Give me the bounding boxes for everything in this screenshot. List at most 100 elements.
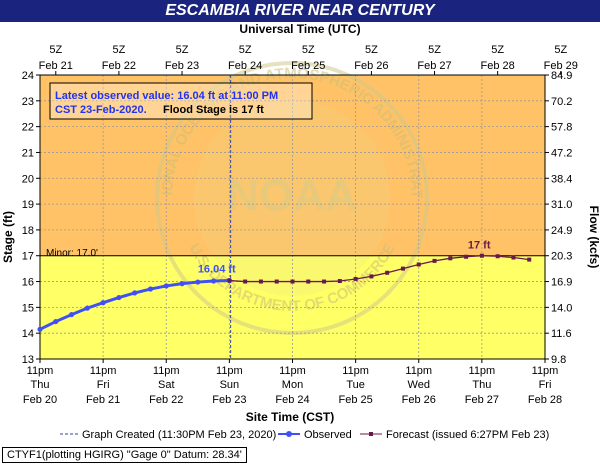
bottom-tick-label-day: Sun <box>220 379 240 391</box>
bottom-tick-label-date: Feb 20 <box>23 394 57 406</box>
gage-datum-footer: CTYF1(plotting HGIRG) "Gage 0" Datum: 28… <box>2 447 247 463</box>
bottom-tick-label-time: 11pm <box>469 365 496 377</box>
above-flood-band <box>40 75 545 256</box>
legend-forecast-marker <box>369 432 373 436</box>
bottom-tick-label-time: 11pm <box>532 365 559 377</box>
legend: Graph Created (11:30PM Feb 23, 2020) Obs… <box>60 429 549 441</box>
observed-point <box>179 281 185 287</box>
series <box>37 75 532 359</box>
bottom-tick-label-date: Feb 23 <box>212 394 246 406</box>
observed-point <box>195 279 201 285</box>
legend-created-label: Graph Created (11:30PM Feb 23, 2020) <box>82 429 276 441</box>
forecast-point <box>448 256 453 261</box>
forecast-point <box>385 270 390 275</box>
top-tick-label-time: 5Z <box>491 44 504 56</box>
forecast-series-line <box>229 255 530 283</box>
forecast-point <box>322 279 327 284</box>
observed-point <box>147 286 154 292</box>
bottom-axis-title: Site Time (CST) <box>246 410 334 424</box>
forecast-point <box>353 276 358 281</box>
observed-value-label: 16.04 ft <box>198 264 236 276</box>
bottom-tick-label-day: Fri <box>539 379 552 391</box>
legend-observed-label: Observed <box>304 429 352 441</box>
forecast-point <box>495 254 500 259</box>
top-tick-label-date: Feb 27 <box>417 60 451 72</box>
legend-observed-marker <box>286 431 292 437</box>
forecast-point <box>464 254 469 259</box>
top-tick-label-time: 5Z <box>112 44 125 56</box>
noaa-watermark-text: NOAA <box>227 171 357 220</box>
bottom-tick-label-day: Wed <box>408 379 430 391</box>
left-tick-label: 20 <box>22 173 34 185</box>
bottom-tick-label-date: Feb 26 <box>402 394 436 406</box>
right-tick-label: 70.2 <box>551 96 572 108</box>
observed-point <box>116 294 122 301</box>
grid-lines <box>40 75 545 359</box>
top-tick-label-date: Feb 22 <box>102 60 136 72</box>
right-tick-label: 47.2 <box>551 147 572 159</box>
right-tick-label: 57.8 <box>551 122 572 134</box>
bottom-tick-label-time: 11pm <box>153 365 180 377</box>
bottom-tick-label-date: Feb 24 <box>275 394 309 406</box>
observed-point <box>37 326 43 332</box>
top-tick-label-time: 5Z <box>302 44 315 56</box>
info-line-2-date: CST 23-Feb-2020. <box>55 104 147 116</box>
observed-point <box>53 318 59 325</box>
left-tick-label: 16 <box>22 277 34 289</box>
bottom-tick-label-time: 11pm <box>342 365 369 377</box>
observed-point <box>100 300 106 306</box>
hydrograph-chart: NOAA NATIONAL OCEANIC AND ATMOSPHERIC AD… <box>0 22 600 441</box>
right-tick-label: 9.8 <box>551 354 566 366</box>
forecast-point <box>432 258 437 263</box>
top-tick-label-time: 5Z <box>554 44 567 56</box>
right-tick-label: 84.9 <box>551 70 572 82</box>
bottom-tick-label-date: Feb 21 <box>86 394 120 406</box>
top-tick-label-time: 5Z <box>239 44 252 56</box>
top-tick-label-date: Feb 28 <box>481 60 515 72</box>
left-tick-label: 22 <box>22 122 34 134</box>
bottom-tick-label-time: 11pm <box>216 365 243 377</box>
forecast-point <box>400 266 405 271</box>
left-tick-label: 13 <box>22 354 34 366</box>
forecast-point <box>290 279 295 284</box>
observed-point <box>163 283 169 289</box>
bottom-tick-label-day: Thu <box>31 379 50 391</box>
top-tick-label-time: 5Z <box>49 44 62 56</box>
left-tick-label: 14 <box>22 328 34 340</box>
right-tick-label: 38.4 <box>551 173 572 185</box>
left-axis-title: Stage (ft) <box>1 211 15 263</box>
left-tick-label: 18 <box>22 225 34 237</box>
right-tick-label: 31.0 <box>551 199 572 211</box>
right-tick-label: 16.9 <box>551 277 572 289</box>
left-tick-label: 17 <box>22 251 34 263</box>
forecast-point <box>369 274 374 279</box>
bottom-tick-label-time: 11pm <box>27 365 54 377</box>
forecast-point <box>306 279 311 284</box>
bottom-tick-label-time: 11pm <box>405 365 432 377</box>
top-tick-label-time: 5Z <box>176 44 189 56</box>
bottom-tick-label-time: 11pm <box>279 365 306 377</box>
axes: 13 14 15 16 17 18 19 20 21 22 23 24 9.8 11.6 14.0 16.9 2… <box>22 44 578 406</box>
right-tick-label: 20.3 <box>551 251 572 263</box>
top-tick-label-date: Feb 24 <box>228 60 262 72</box>
right-axis-title: Flow (kcfs) <box>587 206 600 269</box>
top-tick-label-date: Feb 26 <box>354 60 388 72</box>
info-line-1: Latest observed value: 16.04 ft at 11:00… <box>55 90 278 102</box>
forecast-point <box>479 253 484 258</box>
right-tick-label: 14.0 <box>551 302 572 314</box>
bottom-tick-label-day: Thu <box>472 379 491 391</box>
forecast-point <box>416 262 421 267</box>
forecast-point <box>243 279 248 284</box>
chart-title: ESCAMBIA RIVER NEAR CENTURY <box>0 0 600 22</box>
top-axis-title: Universal Time (UTC) <box>239 22 360 36</box>
bottom-tick-label-day: Mon <box>282 379 303 391</box>
top-tick-label-date: Feb 25 <box>291 60 325 72</box>
left-tick-label: 15 <box>22 302 34 314</box>
bottom-tick-label-date: Feb 27 <box>465 394 499 406</box>
right-tick-label: 11.6 <box>551 328 572 340</box>
forecast-point <box>274 279 279 284</box>
bottom-tick-label-time: 11pm <box>90 365 117 377</box>
observed-point <box>132 290 138 296</box>
top-tick-label-time: 5Z <box>428 44 441 56</box>
bottom-tick-label-date: Feb 25 <box>339 394 373 406</box>
